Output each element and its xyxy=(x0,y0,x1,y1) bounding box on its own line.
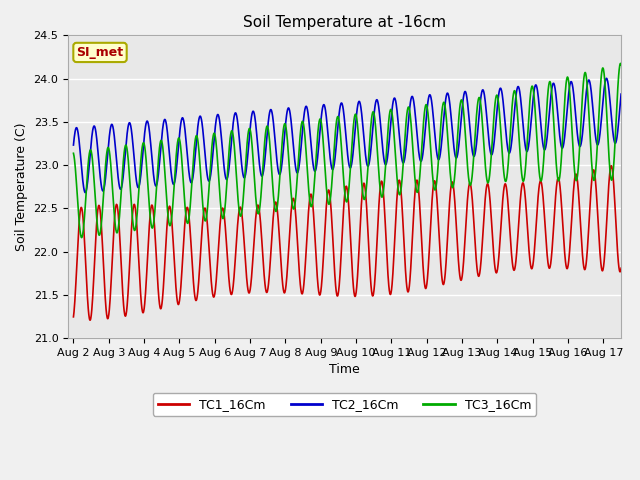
X-axis label: Time: Time xyxy=(329,363,360,376)
TC2_16Cm xyxy=(603,75,611,81)
TC3_16Cm xyxy=(78,235,86,240)
TC3_16Cm xyxy=(602,88,609,94)
TC2_16Cm xyxy=(98,185,106,191)
TC3_16Cm xyxy=(501,177,509,183)
TC1_16Cm xyxy=(501,181,509,187)
TC1_16Cm xyxy=(322,216,330,222)
Line: TC2_16Cm: TC2_16Cm xyxy=(74,78,621,192)
Line: TC1_16Cm: TC1_16Cm xyxy=(74,166,621,320)
Title: Soil Temperature at -16cm: Soil Temperature at -16cm xyxy=(243,15,446,30)
TC1_16Cm xyxy=(602,244,609,250)
TC2_16Cm xyxy=(617,91,625,97)
TC3_16Cm xyxy=(617,62,625,68)
Text: SI_met: SI_met xyxy=(76,46,124,59)
TC2_16Cm xyxy=(501,119,509,124)
TC2_16Cm xyxy=(70,142,77,148)
TC2_16Cm xyxy=(322,108,330,113)
Line: TC3_16Cm: TC3_16Cm xyxy=(74,63,621,238)
TC1_16Cm xyxy=(86,317,94,323)
TC3_16Cm xyxy=(617,60,625,66)
Legend: TC1_16Cm, TC2_16Cm, TC3_16Cm: TC1_16Cm, TC2_16Cm, TC3_16Cm xyxy=(153,393,536,416)
TC3_16Cm xyxy=(322,173,330,179)
TC2_16Cm xyxy=(602,79,609,84)
TC2_16Cm xyxy=(602,77,609,83)
TC3_16Cm xyxy=(70,150,77,156)
TC2_16Cm xyxy=(81,190,89,195)
Y-axis label: Soil Temperature (C): Soil Temperature (C) xyxy=(15,122,28,251)
TC1_16Cm xyxy=(617,265,625,271)
TC1_16Cm xyxy=(336,271,344,277)
TC3_16Cm xyxy=(98,217,106,223)
TC1_16Cm xyxy=(70,314,77,320)
TC1_16Cm xyxy=(607,163,615,168)
TC2_16Cm xyxy=(336,105,344,110)
TC1_16Cm xyxy=(98,228,106,233)
TC3_16Cm xyxy=(602,84,609,90)
TC3_16Cm xyxy=(336,126,344,132)
TC1_16Cm xyxy=(602,240,609,245)
